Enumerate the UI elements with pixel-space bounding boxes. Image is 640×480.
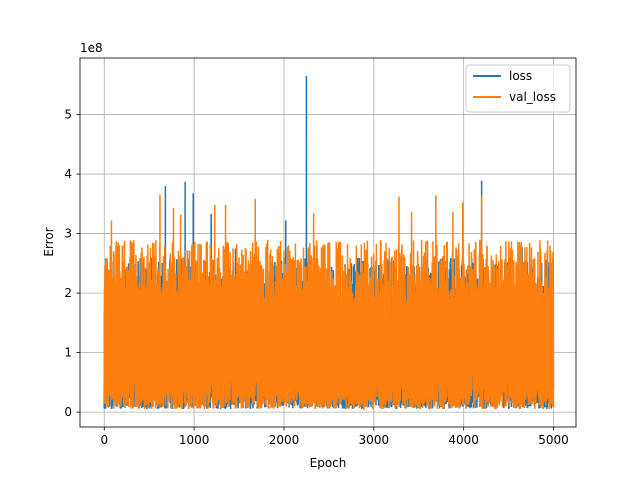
x-tick-label: 4000 [448, 433, 479, 447]
y-tick-label: 0 [64, 405, 72, 419]
x-tick-label: 0 [100, 433, 108, 447]
x-axis-label: Epoch [310, 456, 347, 470]
y-tick-label: 5 [64, 108, 72, 122]
legend-label-val-loss: val_loss [509, 90, 556, 104]
y-tick-label: 2 [64, 286, 72, 300]
x-tick-label: 3000 [359, 433, 390, 447]
x-tick-label: 2000 [269, 433, 300, 447]
x-tick-label: 5000 [538, 433, 569, 447]
y-tick-label: 4 [64, 167, 72, 181]
x-tick-label: 1000 [179, 433, 210, 447]
y-scale-label: 1e8 [80, 41, 103, 55]
legend: loss val_loss [465, 64, 571, 113]
y-tick-label: 1 [64, 346, 72, 360]
y-tick-label: 3 [64, 227, 72, 241]
y-axis-ticks: 0 1 2 3 4 5 [64, 108, 80, 419]
series-line-val-loss [103, 194, 555, 410]
y-axis-label: Error [42, 227, 56, 256]
x-axis-ticks: 0 1000 2000 3000 4000 5000 [100, 427, 569, 447]
legend-label-loss: loss [509, 69, 532, 83]
axes-frame [79, 57, 577, 428]
